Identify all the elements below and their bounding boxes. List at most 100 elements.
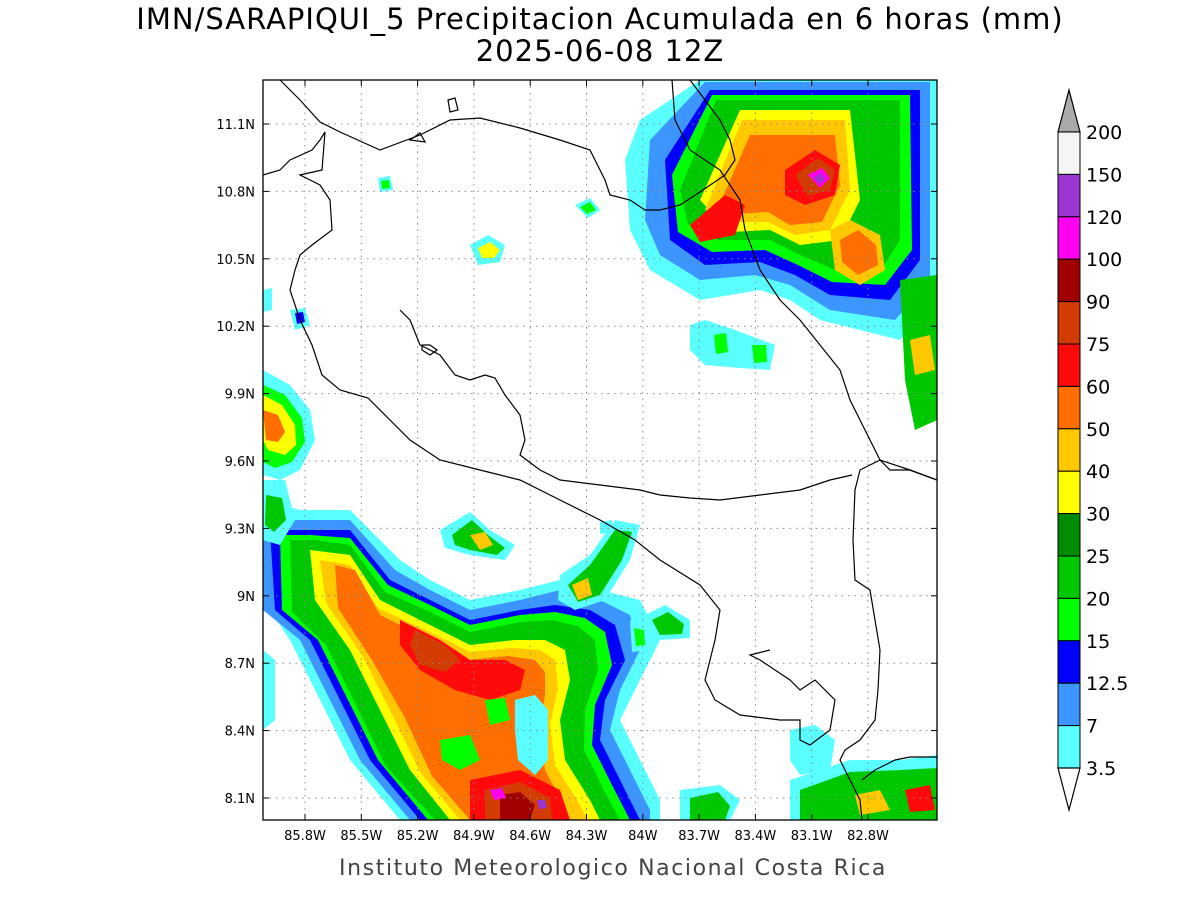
colorbar-label: 30 (1086, 504, 1110, 526)
footer-credit: Instituto Meteorologico Nacional Costa R… (339, 856, 887, 881)
colorbar-label: 50 (1086, 419, 1110, 441)
colorbar-label: 75 (1086, 334, 1110, 356)
colorbar-label: 40 (1086, 461, 1110, 483)
colorbar-swatch (1057, 555, 1081, 599)
colorbar-label: 20 (1086, 588, 1110, 610)
precip-contour-50mm (335, 565, 570, 820)
northern-island (408, 132, 427, 143)
colorbar-swatch (1057, 216, 1081, 260)
precip-contour-3.5mm (515, 695, 548, 775)
colorbar-swatch (1057, 173, 1081, 218)
panama-coast (861, 756, 937, 781)
precip-contour-60mm (690, 195, 745, 242)
rain-area-north-caribbean (625, 80, 937, 430)
precip-contour-50mm (263, 410, 285, 442)
nicoya-coast (263, 131, 836, 746)
y-tick-label: 9N (237, 590, 255, 605)
precip-contour-90mm (500, 792, 535, 820)
x-tick-label: 83.4W (734, 829, 776, 844)
x-tick-label: 83.7W (678, 829, 720, 844)
y-tick-label: 8.1N (225, 792, 255, 807)
precip-contour-15mm (485, 698, 510, 725)
colorbar-underflow-arrow (1057, 767, 1081, 813)
colorbar-swatch (1057, 640, 1081, 684)
gulf-of-nicoya-coast (399, 309, 853, 501)
precip-contour-120mm (537, 800, 547, 809)
y-tick-label: 11.1N (216, 118, 255, 133)
colorbar-label: 25 (1086, 546, 1110, 568)
colorbar-label: 3.5 (1086, 758, 1116, 780)
precip-contour-40mm (910, 335, 935, 375)
map-date: 2025-06-08 12Z (475, 34, 725, 68)
y-tick-label: 10.5N (216, 253, 255, 268)
precip-contour-30mm (478, 242, 500, 258)
colorbar-label: 200 (1086, 122, 1122, 144)
y-tick-label: 10.8N (216, 185, 255, 200)
precip-contour-15mm (440, 735, 480, 770)
precip-contour-50mm (840, 230, 878, 275)
colorbar-overflow-arrow (1057, 87, 1081, 133)
precip-contour-75mm (410, 630, 460, 672)
y-tick-label: 9.9N (225, 388, 255, 403)
rain-area-scattered-cells (263, 176, 937, 820)
y-tick-label: 8.7N (225, 657, 255, 672)
precip-contour-15mm (714, 333, 728, 354)
x-tick-label: 84.6W (509, 829, 551, 844)
precip-contour-15mm (381, 180, 390, 189)
precip-contour-15mm (752, 345, 767, 363)
colorbar-swatch (1057, 513, 1081, 557)
x-tick-label: 85.2W (397, 829, 439, 844)
rain-area-nicoya-coast (263, 370, 315, 545)
colorbar-label: 100 (1086, 249, 1122, 271)
precip-contour-40mm (470, 532, 493, 550)
colorbar-swatch (1057, 301, 1081, 345)
colorbar-swatch (1057, 725, 1081, 769)
precip-contour-3.5mm (790, 725, 835, 775)
y-tick-label: 9.6N (225, 455, 255, 470)
x-axis-ticks: 85.8W 85.5W 85.2W 84.9W 84.6W 84.3W 84W 83.7W 83… (284, 80, 889, 844)
y-tick-label: 9.3N (225, 522, 255, 537)
caribbean-coast (671, 80, 937, 481)
precipitation-field (263, 80, 937, 820)
x-tick-label: 84W (628, 829, 658, 844)
precip-contour-20mm (690, 792, 730, 820)
y-tick-label: 10.2N (216, 320, 255, 335)
x-tick-label: 85.8W (284, 829, 326, 844)
x-tick-label: 84.9W (453, 829, 495, 844)
precip-contour-3.5mm (263, 288, 272, 312)
colorbar-swatch (1057, 597, 1081, 642)
precip-contour-100mm (490, 788, 506, 800)
colorbar-swatch (1057, 682, 1081, 727)
precip-contour-3.5mm (600, 520, 612, 534)
map-frame (262, 79, 938, 821)
colorbar: 200 150 120 100 90 75 60 50 40 30 25 20 15 12.5 7 3.5 (1057, 87, 1128, 813)
colorbar-label: 60 (1086, 376, 1110, 398)
colorbar-label: 7 (1086, 716, 1098, 738)
colorbar-swatch (1057, 385, 1081, 430)
y-tick-label: 8.4N (225, 725, 255, 740)
nicaragua-lake-shore (279, 80, 736, 211)
precip-contour-20mm (652, 612, 684, 635)
colorbar-label: 150 (1086, 164, 1122, 186)
colorbar-label: 15 (1086, 631, 1110, 653)
x-tick-label: 85.5W (340, 829, 382, 844)
colorbar-label: 12.5 (1086, 673, 1128, 695)
precip-contour-3.5mm (263, 650, 275, 730)
colorbar-swatch (1057, 258, 1081, 303)
x-tick-label: 83.1W (791, 829, 833, 844)
x-tick-label: 84.3W (566, 829, 608, 844)
precip-contour-120mm (814, 173, 825, 184)
map-title: IMN/SARAPIQUI_5 Precipitacion Acumulada … (136, 2, 1064, 36)
rain-area-southwest-pacific (263, 500, 660, 820)
nicoya-island (421, 344, 439, 356)
colorbar-label: 120 (1086, 207, 1122, 229)
precip-contour-15mm (634, 628, 645, 646)
colorbar-swatch (1057, 470, 1081, 515)
x-tick-label: 82.8W (847, 829, 889, 844)
nicaragua-north-lake (447, 97, 459, 113)
precip-contour-15mm (580, 202, 596, 214)
panama-border (839, 459, 937, 820)
colorbar-label: 90 (1086, 292, 1110, 314)
colorbar-swatch (1057, 131, 1081, 175)
